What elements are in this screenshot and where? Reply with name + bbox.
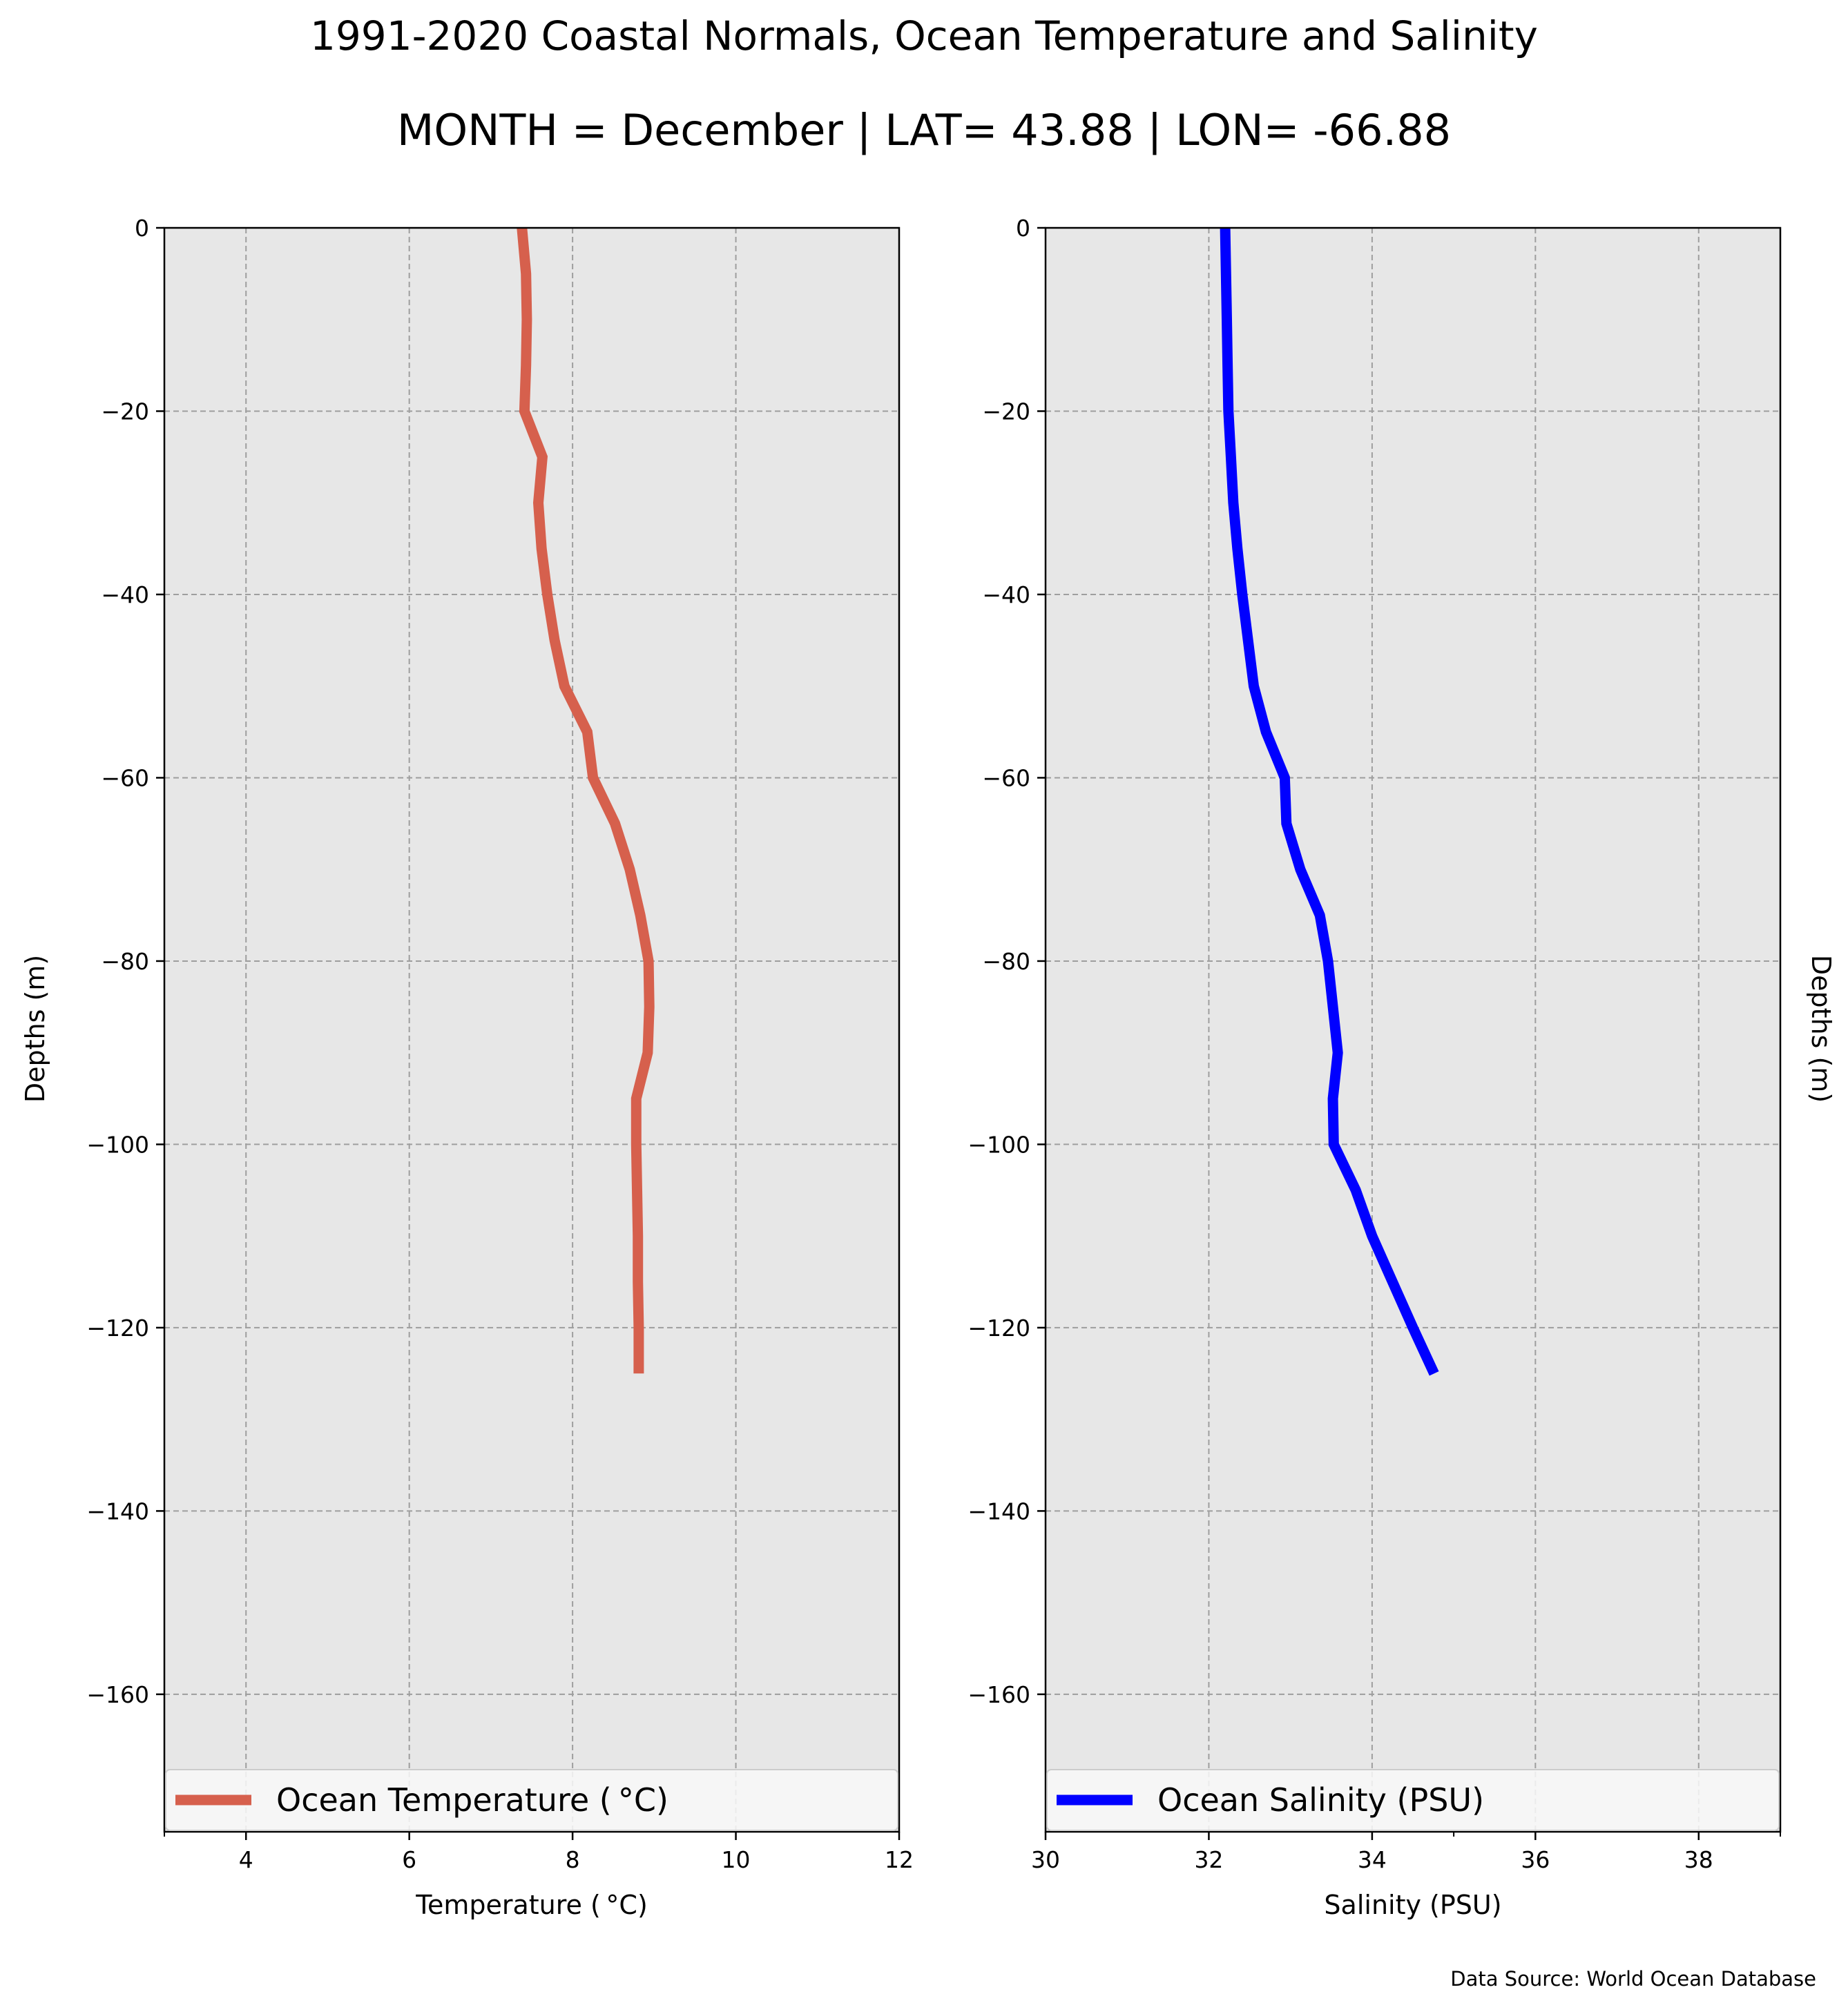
figure-title: 1991-2020 Coastal Normals, Ocean Tempera… (310, 12, 1538, 59)
temperature-y-tick-label: −40 (101, 581, 149, 608)
salinity-y-tick-label: −80 (982, 948, 1030, 975)
temperature-y-tick-label: −120 (86, 1315, 149, 1342)
salinity-y-tick-label: −160 (968, 1681, 1030, 1708)
temperature-x-tick-label: 6 (402, 1846, 416, 1873)
salinity-legend-label: Ocean Salinity (PSU) (1157, 1781, 1484, 1819)
temperature-series-line (517, 227, 655, 1374)
salinity-plot-area (1046, 228, 1780, 1832)
temperature-ticks: 4 6 8 10 12 0 −20 −40 −60 −80 −100 −120 −140 −160 (86, 215, 914, 1873)
salinity-x-tick-label: 38 (1684, 1846, 1713, 1873)
temperature-plot-area (164, 228, 899, 1832)
temperature-grid (164, 227, 900, 1832)
salinity-plot-frame (1044, 226, 1782, 1833)
salinity-series-line (1220, 227, 1439, 1376)
temperature-y-tick-label: −60 (101, 764, 149, 791)
temperature-legend: Ocean Temperature ( °C) (165, 1769, 898, 1831)
temperature-x-tick-label: 12 (885, 1846, 914, 1873)
temperature-y-tick-label: −80 (101, 948, 149, 975)
salinity-panel: 30 32 34 36 380−20−40−60−80−100−120−140−160 … (968, 215, 1836, 1920)
temperature-legend-label: Ocean Temperature ( °C) (276, 1781, 668, 1819)
temperature-plot-frame (163, 226, 901, 1833)
salinity-y-tick-label: −40 (982, 581, 1030, 608)
salinity-y-tick-label: −100 (968, 1131, 1030, 1158)
salinity-series-layer (1220, 227, 1439, 1376)
salinity-x-tick-label: 30 (1031, 1846, 1060, 1873)
salinity-y-tick-label: −140 (968, 1498, 1030, 1525)
salinity-x-tick-label: 34 (1358, 1846, 1387, 1873)
temperature-y-tick-label: −160 (86, 1681, 149, 1708)
salinity-x-axis-label: Salinity (PSU) (1324, 1890, 1501, 1920)
temperature-x-axis-label: Temperature ( °C) (415, 1890, 648, 1920)
salinity-y-axis-label: Depths (m) (1806, 955, 1836, 1103)
temperature-x-tick-label: 4 (239, 1846, 253, 1873)
salinity-x-tick-label: 32 (1194, 1846, 1223, 1873)
figure-subtitle: MONTH = December | LAT= 43.88 | LON= -66… (397, 105, 1451, 156)
salinity-legend-box (1046, 1769, 1780, 1831)
salinity-x-tick-label: 36 (1521, 1846, 1550, 1873)
temperature-y-tick-label: −140 (86, 1498, 149, 1525)
temperature-legend-box (165, 1769, 898, 1831)
salinity-ticks: 30 32 34 36 38 0 −20 −40 −60 −80 −100 −120 −140 −160 (968, 215, 1781, 1873)
temperature-y-tick-label: −20 (101, 398, 149, 425)
temperature-x-tick-label: 10 (722, 1846, 751, 1873)
salinity-legend: Ocean Salinity (PSU) (1046, 1769, 1780, 1831)
temperature-y-tick-label: −100 (86, 1131, 149, 1158)
temperature-x-tick-label: 8 (566, 1846, 580, 1873)
temperature-panel: 4 6 8 10 12 0 −20 −40 −60 −80 −100 −120 −140 −160 Oce… (20, 215, 914, 1920)
temperature-series-layer (517, 227, 655, 1374)
salinity-y-tick-label: 0 (1016, 215, 1030, 242)
salinity-y-tick-label: −60 (982, 764, 1030, 791)
salinity-y-tick-label: −120 (968, 1315, 1030, 1342)
salinity-y-tick-label: −20 (982, 398, 1030, 425)
data-source-note: Data Source: World Ocean Database (1450, 1967, 1816, 1991)
temperature-y-tick-label: 0 (135, 215, 149, 242)
temperature-y-axis-label: Depths (m) (20, 955, 50, 1103)
